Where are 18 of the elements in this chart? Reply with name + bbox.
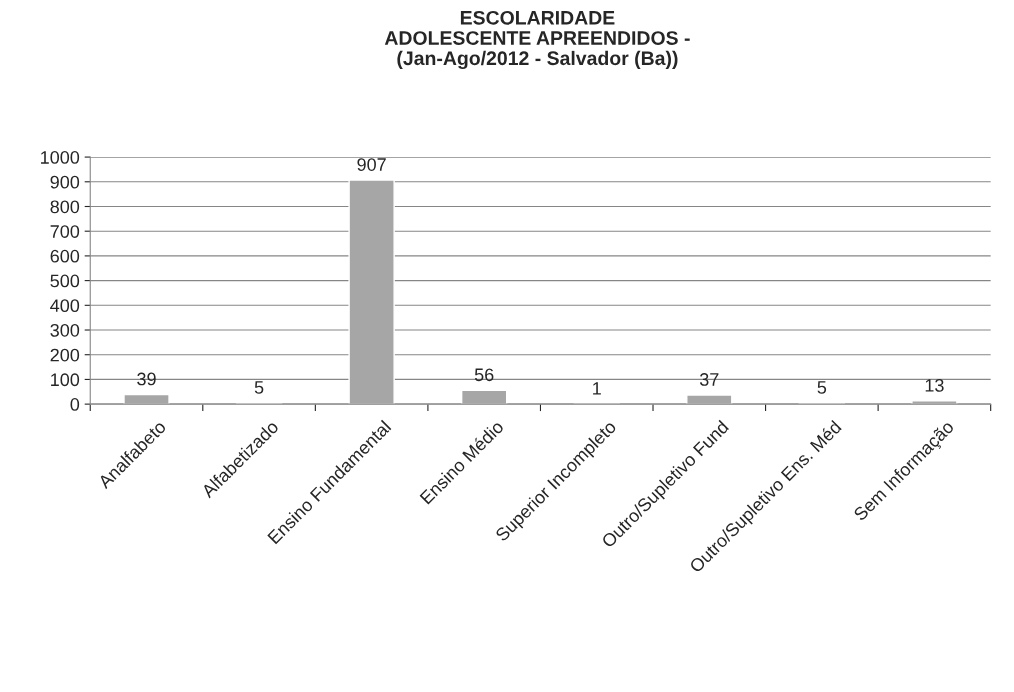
data-label: 56: [474, 368, 494, 382]
y-tick-label: 400: [50, 299, 80, 313]
y-tick-label: 700: [50, 225, 80, 238]
data-label: 5: [817, 381, 827, 394]
data-label: 907: [357, 158, 386, 171]
y-tick-label: 1000: [41, 151, 80, 164]
data-label: 13: [925, 379, 944, 392]
y-tick-label: 800: [50, 200, 80, 214]
data-label: 5: [254, 381, 264, 394]
y-tick-label: 0: [70, 398, 80, 411]
data-label: 1: [593, 382, 601, 395]
y-tick-label: 500: [50, 274, 80, 288]
y-tick-label: 100: [51, 373, 80, 387]
chart-title: ESCOLARIDADE ADOLESCENTE APREENDIDOS - (Jan-Ago/2012 - Salvador (Ba)): [384, 10, 690, 70]
y-tick-label: 600: [50, 249, 80, 263]
y-tick-label: 200: [50, 348, 80, 362]
y-tick-label: 300: [50, 323, 80, 337]
y-tick-label: 900: [50, 175, 80, 189]
